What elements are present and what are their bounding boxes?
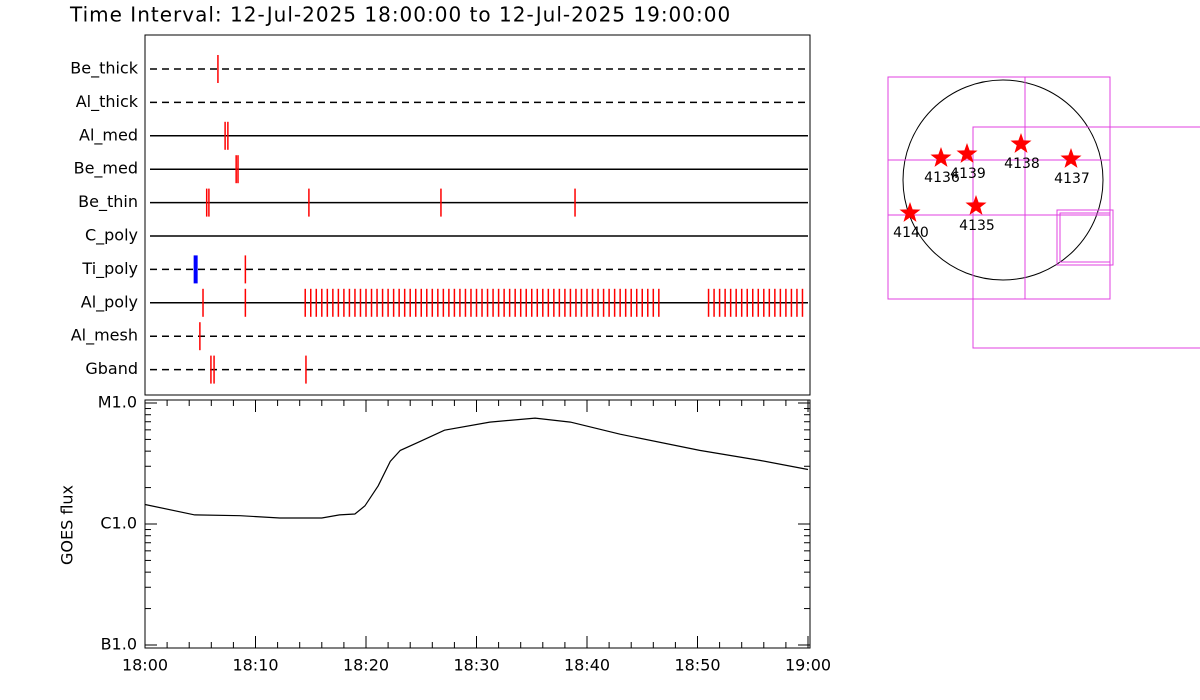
region-label: 4137 bbox=[1054, 171, 1090, 187]
row-label: Be_med bbox=[74, 159, 138, 179]
region-label: 4135 bbox=[959, 218, 995, 234]
goes-flux bbox=[144, 417, 809, 519]
field-of-view bbox=[972, 126, 1200, 349]
x-tick-label: 18:20 bbox=[343, 656, 389, 675]
region-label: 4136 bbox=[924, 170, 960, 186]
solar-disk bbox=[902, 79, 1104, 281]
region-marker bbox=[1010, 133, 1032, 153]
y-tick-label: B1.0 bbox=[101, 635, 137, 654]
x-tick-label: 18:30 bbox=[453, 656, 499, 675]
row-label: Al_poly bbox=[81, 292, 138, 312]
region-label: 4138 bbox=[1004, 156, 1040, 172]
region-marker bbox=[930, 147, 952, 167]
event-panel-frame bbox=[144, 34, 811, 396]
row-label: Al_mesh bbox=[71, 326, 138, 346]
region-label: 4139 bbox=[950, 166, 986, 182]
y-tick-label: C1.0 bbox=[100, 514, 137, 533]
chart-title: Time Interval: 12-Jul-2025 18:00:00 to 1… bbox=[69, 3, 731, 27]
field-of-view bbox=[1056, 209, 1114, 266]
row-label: Al_thick bbox=[76, 92, 139, 112]
row-label: Be_thick bbox=[70, 59, 138, 79]
field-of-view bbox=[887, 76, 1111, 300]
x-tick-label: 18:10 bbox=[232, 656, 278, 675]
region-label: 4140 bbox=[893, 225, 929, 241]
x-tick-label: 19:00 bbox=[785, 656, 831, 675]
flux-panel-frame bbox=[144, 399, 811, 649]
row-label: Ti_poly bbox=[81, 259, 138, 279]
x-tick-label: 18:40 bbox=[564, 656, 610, 675]
row-label: Be_thin bbox=[78, 192, 138, 212]
field-of-view bbox=[1059, 212, 1111, 263]
region-marker bbox=[965, 195, 987, 215]
x-tick-label: 18:50 bbox=[674, 656, 720, 675]
y-tick-label: M1.0 bbox=[98, 393, 137, 412]
region-marker bbox=[956, 143, 978, 163]
row-label: Gband bbox=[85, 359, 138, 378]
row-label: C_poly bbox=[85, 226, 138, 246]
x-tick-label: 18:00 bbox=[122, 656, 168, 675]
row-label: Al_med bbox=[79, 125, 138, 145]
y-axis-label: GOES flux bbox=[58, 485, 77, 565]
region-marker bbox=[1060, 148, 1082, 168]
region-marker bbox=[899, 202, 921, 222]
